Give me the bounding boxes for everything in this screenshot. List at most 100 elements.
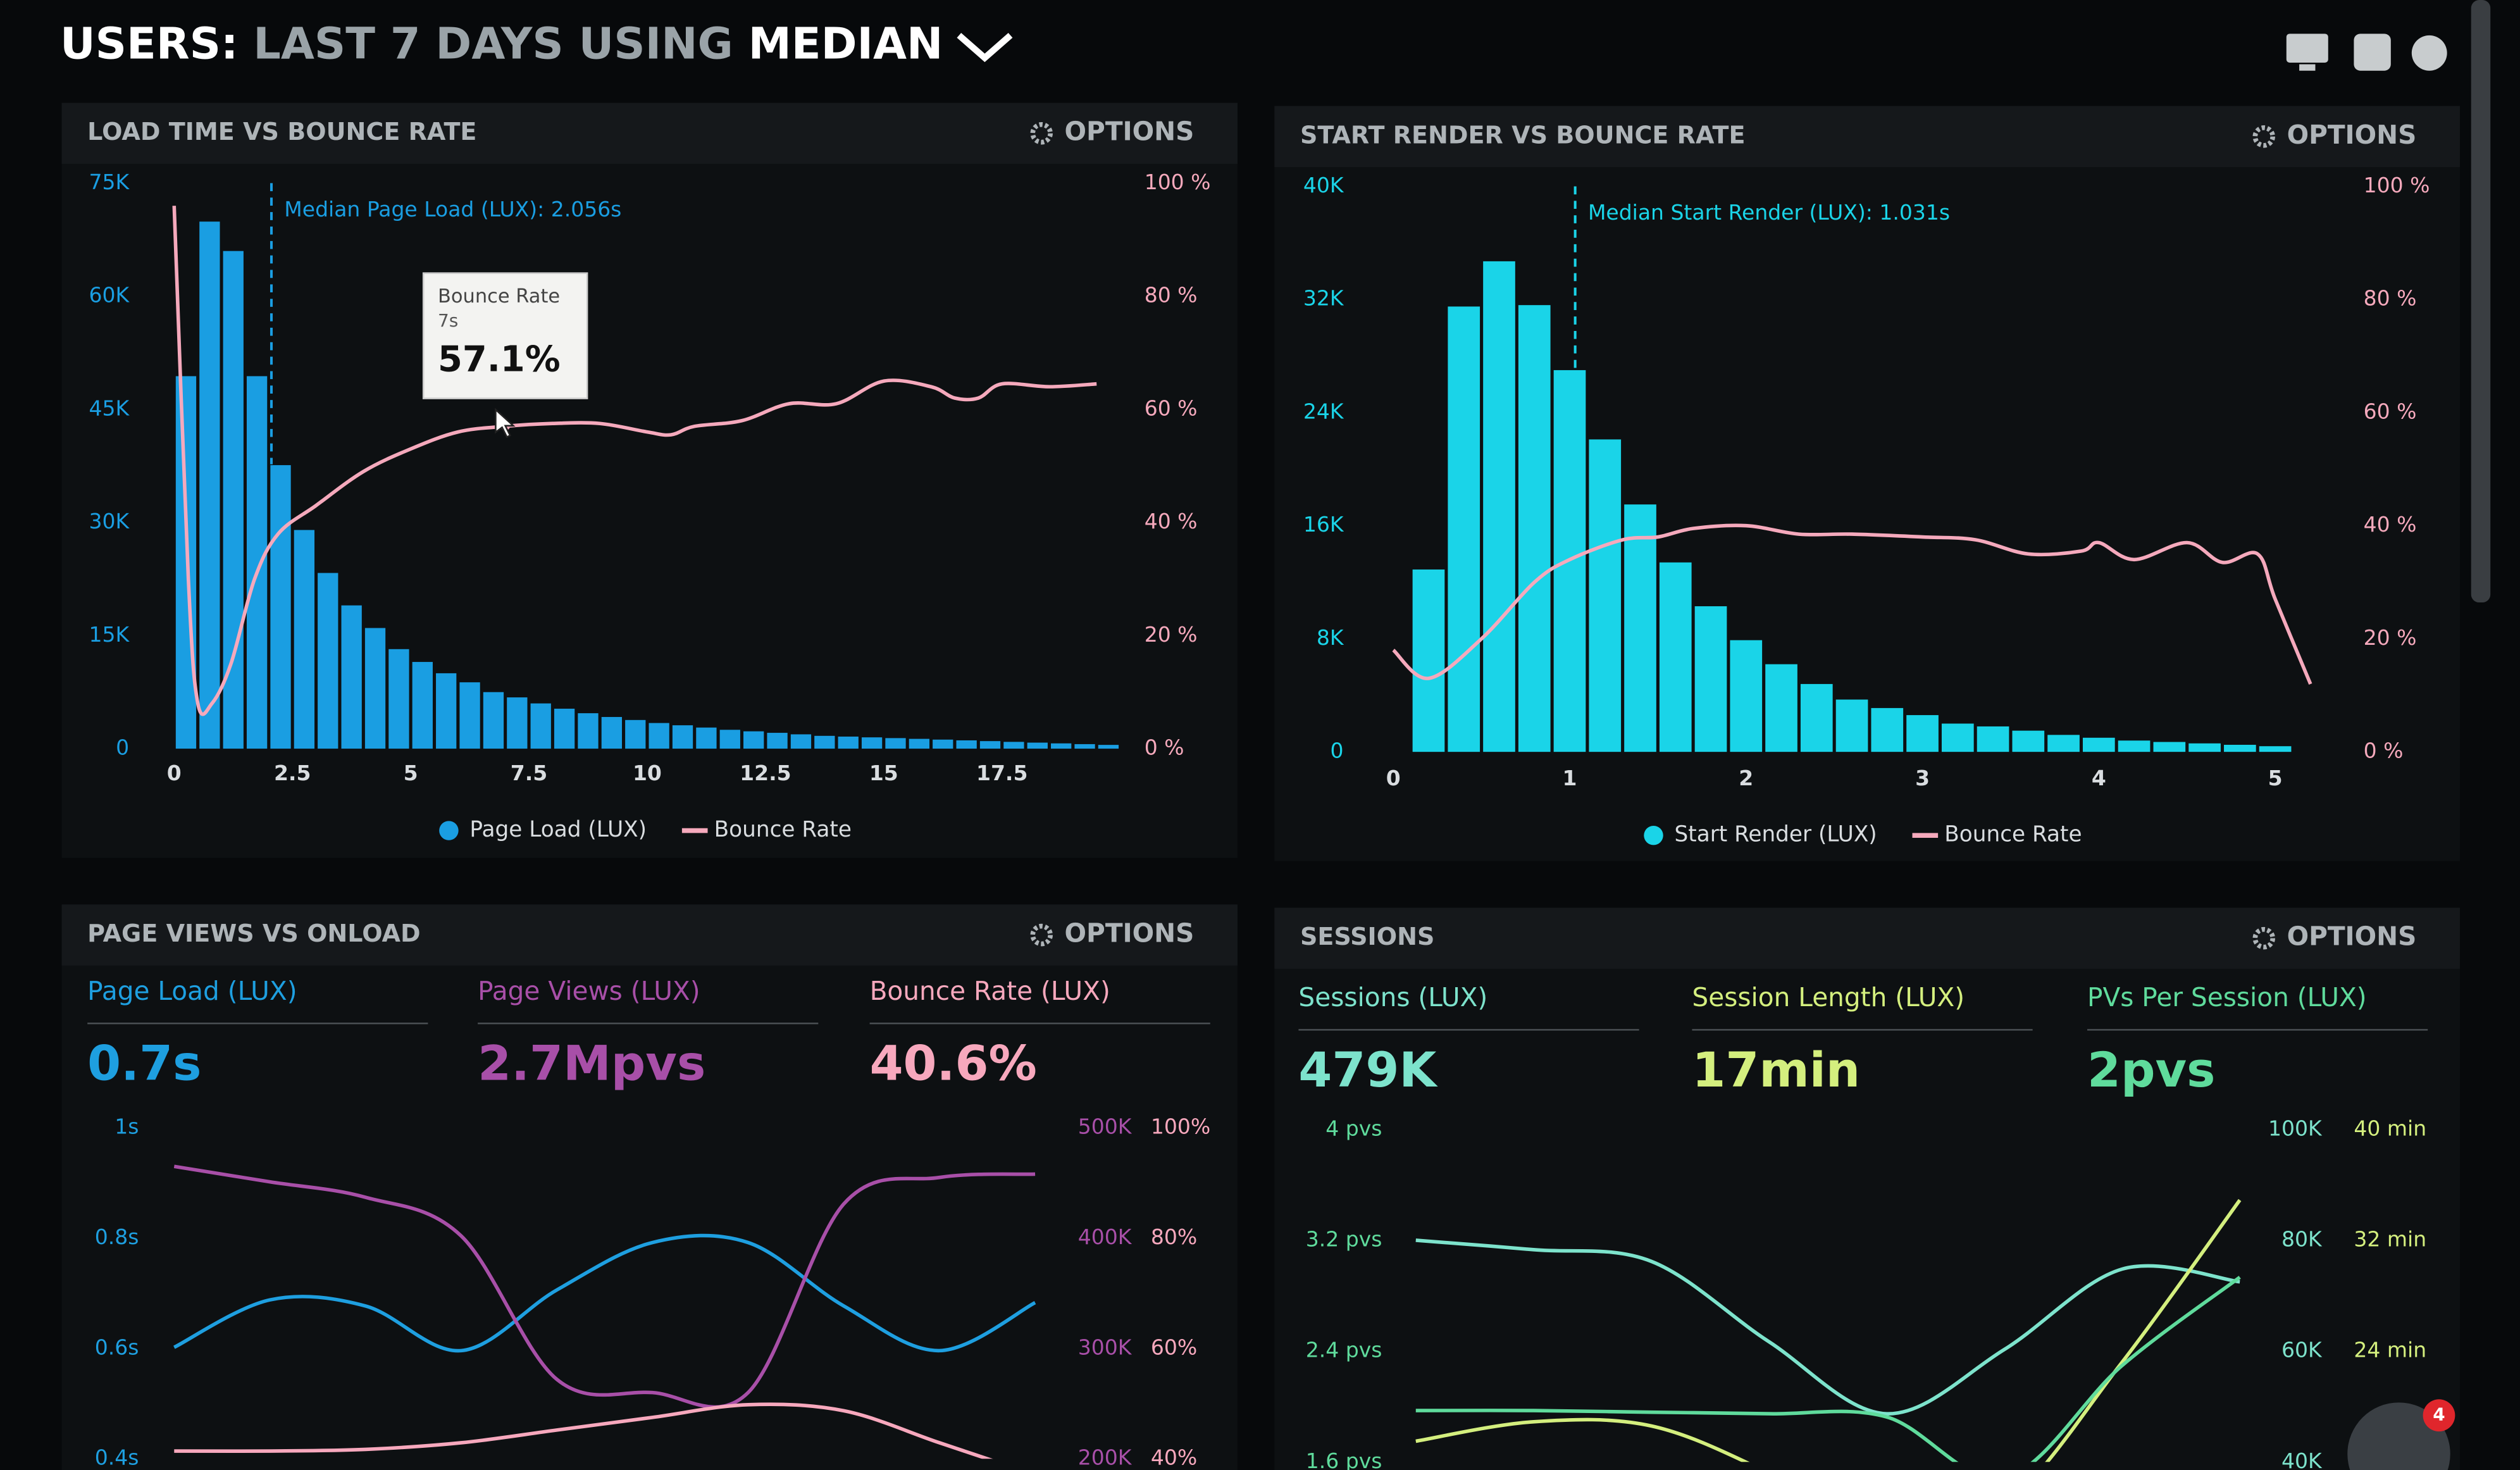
x-tick-label: 5	[404, 761, 418, 785]
histogram-bar	[1730, 640, 1763, 752]
x-tick-label: 5	[2268, 766, 2283, 790]
histogram-bar	[1448, 306, 1480, 752]
y-tick-label: 0	[116, 735, 129, 760]
panel-header	[1274, 907, 2460, 969]
histogram-bar	[1977, 726, 2009, 752]
panel-header	[61, 904, 1238, 966]
y2-tick-label: 60 %	[1145, 396, 1198, 420]
y3-tick-label: 60%	[1151, 1335, 1197, 1359]
x-tick-label: 2.5	[274, 761, 311, 785]
histogram-bar	[767, 733, 788, 749]
histogram-bar	[199, 221, 220, 749]
histogram-bar	[294, 530, 315, 749]
y2-tick-label: 500K	[1078, 1114, 1133, 1139]
histogram-bar	[1941, 723, 1974, 752]
histogram-bar	[1589, 439, 1622, 752]
options-button[interactable]: OPTIONS	[2287, 120, 2417, 150]
y2-tick-label: 80 %	[1145, 283, 1198, 308]
options-button[interactable]: OPTIONS	[1065, 918, 1195, 949]
dropdown-chevron[interactable]	[957, 33, 1013, 63]
histogram-bar	[743, 731, 764, 749]
histogram-bar	[318, 573, 338, 749]
y2-tick-label: 20 %	[2364, 625, 2417, 650]
histogram-bar	[578, 713, 599, 749]
y-tick-label: 3.2 pvs	[1306, 1226, 1382, 1251]
kpi-label: Session Length (LUX)	[1692, 982, 1964, 1012]
options-button[interactable]: OPTIONS	[1065, 116, 1195, 147]
histogram-bar	[246, 376, 268, 749]
histogram-bar	[1518, 305, 1551, 752]
title-part: USERS:	[60, 19, 238, 70]
kpi-label: Bounce Rate (LUX)	[870, 976, 1110, 1006]
y2-tick-label: 60 %	[2364, 399, 2417, 423]
histogram-bar	[601, 717, 623, 749]
y3-tick-label: 32 min	[2354, 1226, 2426, 1251]
histogram-bar	[530, 703, 551, 749]
y-tick-label: 0.8s	[95, 1224, 139, 1249]
x-tick-label: 15	[869, 761, 898, 785]
y-tick-label: 4 pvs	[1325, 1116, 1382, 1140]
y-tick-label: 24K	[1303, 399, 1344, 423]
histogram-bar	[1051, 743, 1072, 749]
y2-tick-label: 80 %	[2364, 286, 2417, 311]
y-tick-label: 1.6 pvs	[1306, 1448, 1382, 1470]
panel-title: PAGE VIEWS VS ONLOAD	[87, 919, 420, 947]
panel	[1274, 907, 2460, 1470]
legend-swatch	[1644, 825, 1663, 845]
panel-header	[1274, 106, 2460, 168]
legend-label: Start Render (LUX)	[1675, 822, 1877, 847]
y-tick-label: 0.4s	[95, 1445, 139, 1470]
kpi-value: 0.7s	[87, 1035, 201, 1092]
monitor-icon[interactable]	[2286, 34, 2328, 63]
histogram-bar	[2047, 735, 2080, 752]
kpi-value: 2.7Mpvs	[478, 1035, 705, 1092]
panel-title: SESSIONS	[1300, 923, 1434, 950]
histogram-bar	[2082, 737, 2115, 752]
y-tick-label: 75K	[89, 170, 130, 194]
series-line	[172, 206, 1097, 716]
kpi-label: PVs Per Session (LUX)	[2087, 982, 2367, 1012]
histogram-bar	[2224, 744, 2256, 752]
notification-badge	[2423, 1399, 2455, 1432]
dashboard-title[interactable]: USERS: LAST 7 DAYS USING MEDIAN	[60, 19, 943, 70]
kpi-label: Sessions (LUX)	[1298, 982, 1487, 1012]
series-line	[173, 1164, 1036, 1409]
histogram-bar	[814, 735, 835, 749]
series-line	[173, 1233, 1036, 1353]
help-icon[interactable]	[2411, 35, 2447, 71]
histogram-bar	[1098, 745, 1119, 749]
y3-tick-label: 100%	[1151, 1114, 1210, 1139]
cursor	[495, 408, 516, 439]
kpi-value: 479K	[1298, 1042, 1438, 1098]
scrollbar[interactable]	[2471, 0, 2491, 603]
histogram-bar	[1906, 715, 1939, 752]
kpi-label: Page Load (LUX)	[87, 976, 297, 1006]
y2-tick-label: 40K	[2281, 1448, 2323, 1470]
series-line	[1415, 1276, 2241, 1462]
histogram-bar	[1027, 742, 1048, 749]
panel-header	[61, 103, 1238, 164]
y-tick-label: 2.4 pvs	[1306, 1338, 1382, 1362]
histogram-bar	[2118, 740, 2151, 752]
histogram-bar	[956, 740, 977, 749]
title-part: LAST 7 DAYS	[253, 19, 564, 70]
histogram-bar	[270, 465, 291, 749]
series-line	[1415, 1199, 2242, 1462]
histogram-bar	[672, 725, 693, 749]
options-gear	[1030, 121, 1053, 145]
options-button[interactable]: OPTIONS	[2287, 921, 2417, 952]
panel-title: START RENDER VS BOUNCE RATE	[1300, 121, 1746, 149]
histogram-bar	[979, 741, 1001, 749]
histogram-bar	[790, 734, 812, 749]
y-tick-label: 1s	[115, 1114, 139, 1139]
y2-tick-label: 100 %	[2364, 173, 2430, 197]
histogram-bar	[412, 662, 433, 749]
tooltip-title: Bounce Rate	[438, 285, 560, 308]
share-icon[interactable]	[2354, 34, 2391, 71]
histogram-bar	[885, 738, 906, 749]
legend-label: Page Load (LUX)	[469, 817, 647, 842]
y2-tick-label: 80K	[2281, 1226, 2323, 1251]
histogram-bar	[1003, 742, 1024, 749]
histogram-bar	[719, 730, 740, 749]
